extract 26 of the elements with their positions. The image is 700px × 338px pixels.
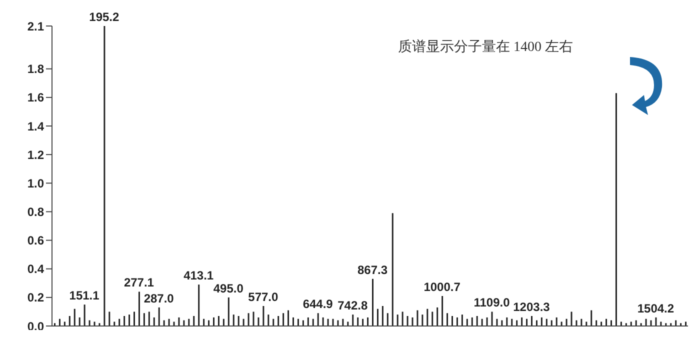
annotation: 742.8 xyxy=(338,298,368,313)
annotation: 413.1 xyxy=(184,268,214,283)
y-tick-label: 0.4 xyxy=(27,262,44,276)
y-tick-label: 1.4 xyxy=(27,119,44,134)
annotation: 195.2 xyxy=(89,10,120,24)
annotation: 质谱显示分子量在 1400 左右 xyxy=(398,38,573,56)
annotation: 644.9 xyxy=(302,297,334,312)
y-tick-label: 1.2 xyxy=(27,148,44,162)
annotation: 287.0 xyxy=(144,291,174,306)
y-tick-label: 2.1 xyxy=(27,19,44,34)
y-tick-label: 0.8 xyxy=(27,204,44,219)
annotation: 577.0 xyxy=(248,290,279,304)
y-tick-label: 0.6 xyxy=(27,234,44,248)
y-tick-label: 1.0 xyxy=(27,176,44,190)
y-tick-label: 0.2 xyxy=(27,290,44,305)
annotation: 867.3 xyxy=(357,262,388,277)
annotation: 1203.3 xyxy=(513,300,550,314)
y-tick-label: 1.6 xyxy=(27,90,44,105)
annotation: 1109.0 xyxy=(474,296,510,310)
y-tick-label: 0.0 xyxy=(27,319,44,334)
annotation: 495.0 xyxy=(213,281,244,296)
annotation: 1000.7 xyxy=(424,280,461,294)
y-tick-label: 1.8 xyxy=(27,62,44,76)
annotation: 277.1 xyxy=(124,276,154,290)
annotation: 1504.2 xyxy=(637,301,674,316)
annotation: 151.1 xyxy=(69,288,100,303)
